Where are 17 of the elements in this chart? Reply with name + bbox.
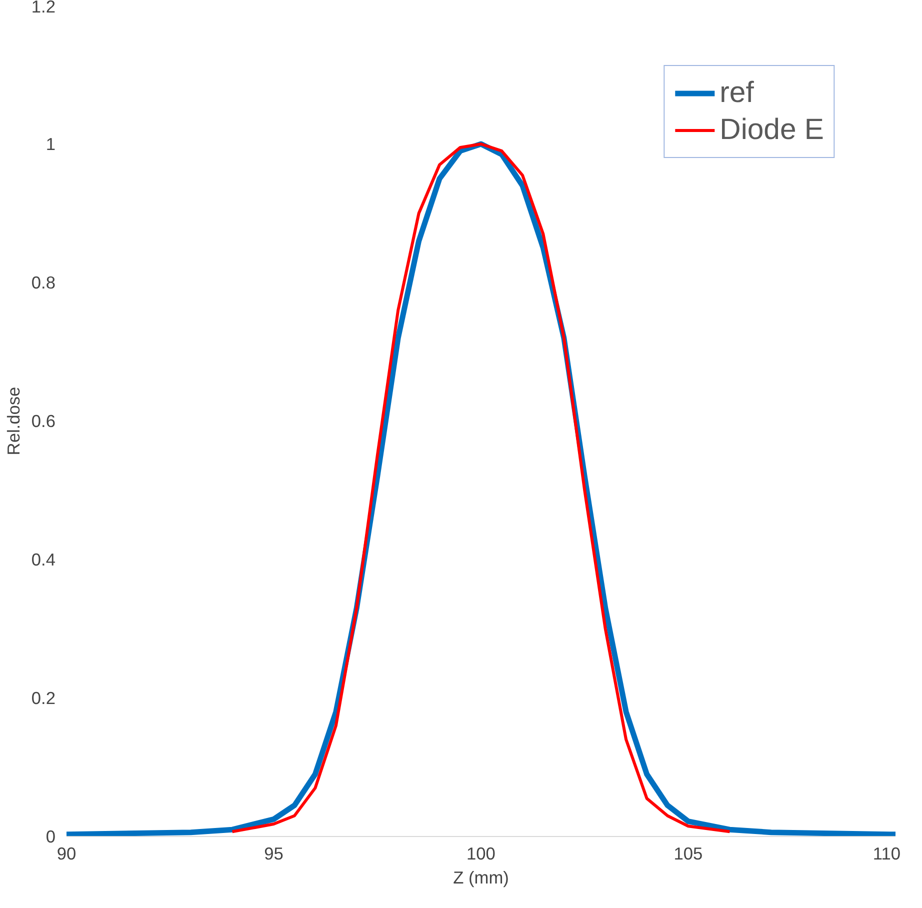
- y-tick-label: 0.8: [31, 272, 56, 292]
- legend-label: Diode E: [720, 113, 824, 147]
- y-tick-label: 1.2: [31, 0, 56, 16]
- y-tick-label: 1: [46, 134, 56, 154]
- legend-label: ref: [720, 76, 754, 110]
- line-series: [230, 142, 732, 834]
- x-tick-label: 90: [56, 844, 76, 864]
- x-tick-label: 95: [264, 844, 284, 864]
- y-tick-label: 0.2: [31, 688, 56, 708]
- y-tick-label: 0.4: [31, 550, 56, 570]
- x-tick-label: 105: [674, 844, 703, 864]
- y-tick-label: 0: [46, 826, 56, 846]
- x-tick-label: 110: [872, 844, 901, 864]
- x-tick-label: 100: [466, 844, 496, 864]
- y-tick-label: 0.6: [31, 411, 56, 431]
- y-axis-title: Rel.dose: [3, 386, 24, 456]
- x-axis-title: Z (mm): [453, 868, 509, 888]
